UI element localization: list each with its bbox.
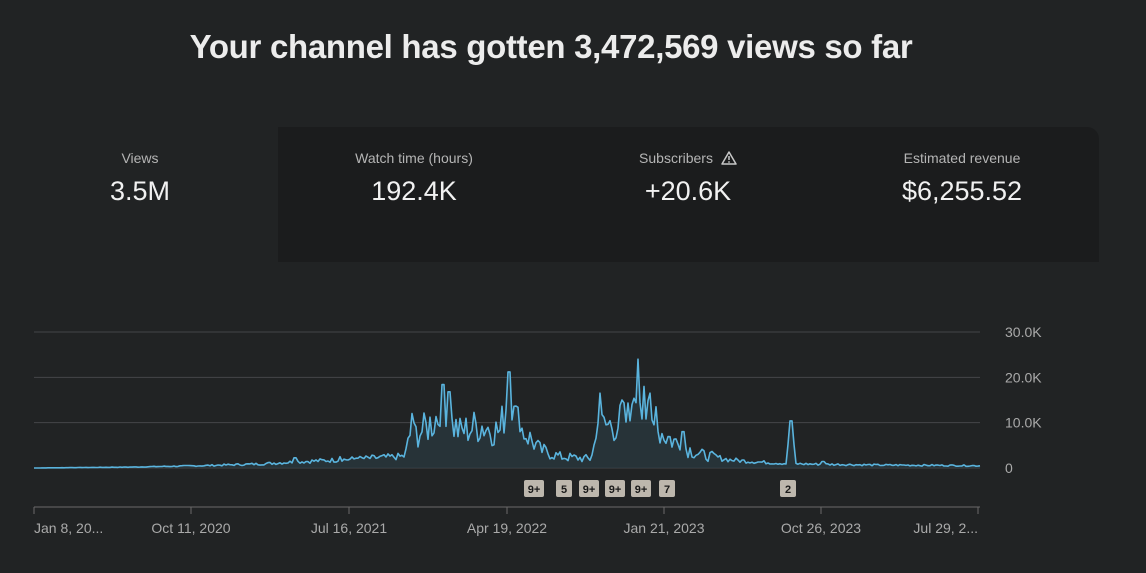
tab-watch-time-value: 192.4K xyxy=(371,176,457,206)
x-tick-label: Jul 16, 2021 xyxy=(311,520,387,536)
milestone-badge-label: 5 xyxy=(561,484,567,496)
x-tick-label: Oct 26, 2023 xyxy=(781,520,861,536)
y-tick-label: 20.0K xyxy=(1005,369,1042,385)
y-tick-label: 30.0K xyxy=(1005,324,1042,340)
page-headline: Your channel has gotten 3,472,569 views … xyxy=(189,28,913,65)
warning-icon[interactable] xyxy=(721,151,737,165)
tab-watch-time-label: Watch time (hours) xyxy=(355,150,473,166)
metric-tabs-background xyxy=(278,127,1099,262)
tab-subscribers-label-row: Subscribers xyxy=(639,150,737,166)
tab-estimated-revenue[interactable]: Estimated revenue $6,255.52 xyxy=(862,150,1062,207)
y-tick-label: 10.0K xyxy=(1005,415,1042,431)
tab-subscribers[interactable]: Subscribers +20.6K xyxy=(588,150,788,207)
milestone-badge-label: 7 xyxy=(664,484,670,496)
milestone-badge-label: 9+ xyxy=(635,484,648,496)
tab-subscribers-label: Subscribers xyxy=(639,150,713,166)
x-tick-label: Oct 11, 2020 xyxy=(151,520,230,536)
milestone-badge[interactable]: 2 xyxy=(780,480,796,497)
milestone-badge[interactable]: 9+ xyxy=(524,480,544,497)
chart-area-fill xyxy=(34,359,980,468)
milestone-badge[interactable]: 7 xyxy=(659,480,675,497)
y-tick-label: 0 xyxy=(1005,460,1013,476)
tab-views-value: 3.5M xyxy=(109,176,171,206)
x-tick-label: Apr 19, 2022 xyxy=(467,520,547,536)
x-tick-label: Jul 29, 2... xyxy=(913,520,978,536)
milestone-badge[interactable]: 9+ xyxy=(579,480,599,497)
tab-subscribers-value: +20.6K xyxy=(644,176,732,206)
tab-views-label: Views xyxy=(121,150,159,166)
tab-estimated-revenue-label: Estimated revenue xyxy=(903,150,1021,166)
x-tick-label: Jan 8, 20... xyxy=(34,520,103,536)
x-tick-label: Jan 21, 2023 xyxy=(624,520,705,536)
tab-watch-time[interactable]: Watch time (hours) 192.4K xyxy=(314,150,514,207)
tab-views[interactable]: Views 3.5M xyxy=(60,150,220,207)
milestone-badge-label: 9+ xyxy=(609,484,622,496)
milestone-badge-label: 9+ xyxy=(583,484,596,496)
milestone-badge[interactable]: 5 xyxy=(556,480,572,497)
milestone-badge[interactable]: 9+ xyxy=(605,480,625,497)
milestone-badge-label: 2 xyxy=(785,484,791,496)
tab-estimated-revenue-value: $6,255.52 xyxy=(901,176,1023,206)
milestone-badge[interactable]: 9+ xyxy=(631,480,651,497)
views-series-line xyxy=(34,358,981,469)
milestone-badge-label: 9+ xyxy=(528,484,541,496)
